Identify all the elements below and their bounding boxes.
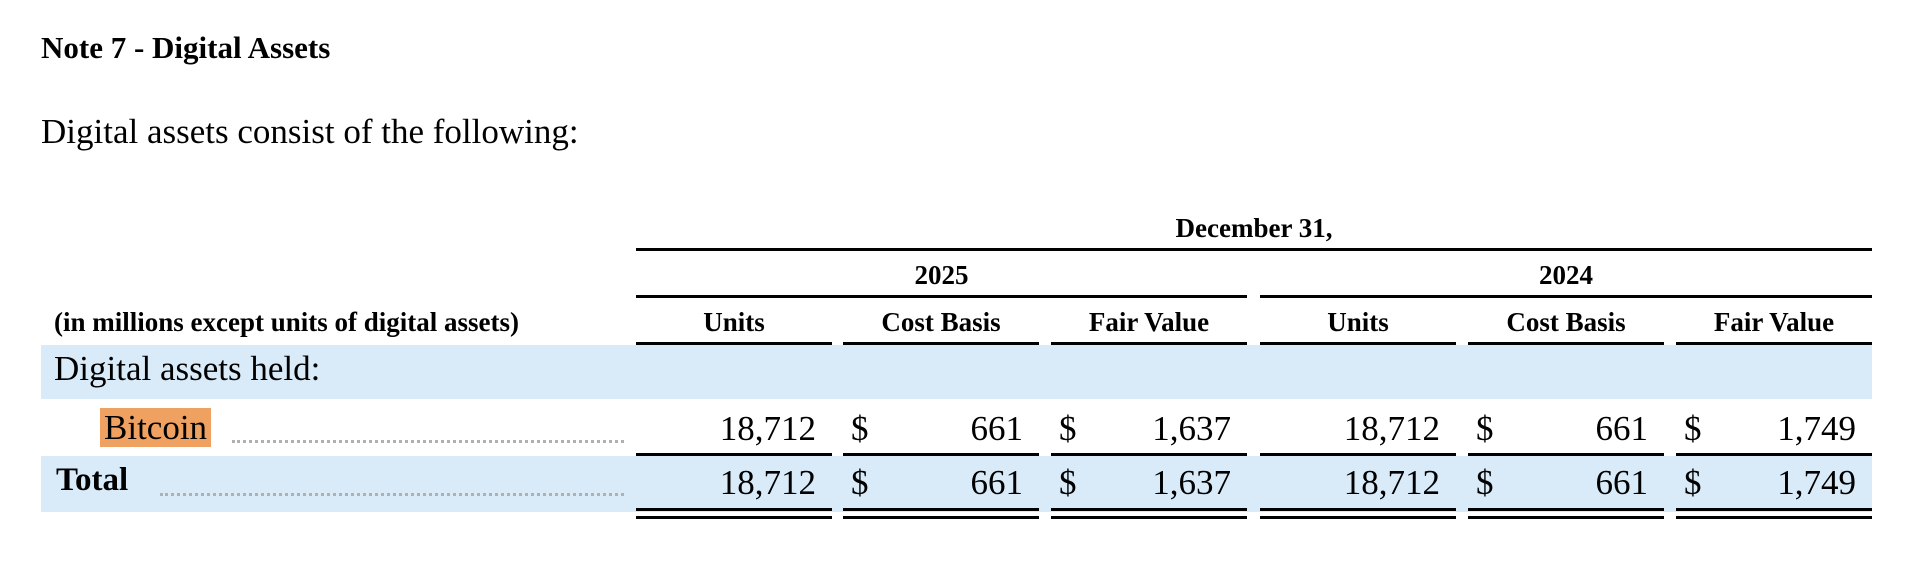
total-fair-dollar-2025: $ xyxy=(1059,463,1077,502)
row-label-total: Total xyxy=(56,462,129,498)
total-fair-2024: 1,749 xyxy=(1777,463,1856,502)
total-double-rule xyxy=(1051,508,1247,511)
bitcoin-cost-dollar-2024: $ xyxy=(1476,409,1494,448)
col-rule xyxy=(1260,342,1456,345)
bitcoin-cost-2025: 661 xyxy=(970,409,1024,448)
total-units-2024: 18,712 xyxy=(1343,463,1440,502)
unit-note: (in millions except units of digital ass… xyxy=(54,307,520,337)
total-double-rule xyxy=(843,508,1039,511)
col-fair-value-2024: Fair Value xyxy=(1713,307,1835,337)
total-fair-2025: 1,637 xyxy=(1152,463,1231,502)
subtotal-rule xyxy=(1260,453,1456,456)
total-double-rule xyxy=(1051,516,1247,519)
total-double-rule xyxy=(636,516,832,519)
col-rule xyxy=(636,342,832,345)
period-header: December 31, xyxy=(1175,213,1333,243)
note-title: Note 7 - Digital Assets xyxy=(41,30,331,65)
col-cost-basis-2025: Cost Basis xyxy=(881,307,1001,337)
total-band xyxy=(41,456,1872,512)
total-double-rule xyxy=(1676,508,1872,511)
bitcoin-cost-2024: 661 xyxy=(1595,409,1649,448)
bitcoin-fair-dollar-2024: $ xyxy=(1684,409,1702,448)
year-2025: 2025 xyxy=(914,260,969,290)
col-rule xyxy=(843,342,1039,345)
year-rule-2025 xyxy=(636,295,1247,298)
subtotal-rule xyxy=(843,453,1039,456)
leader-dots xyxy=(160,493,624,496)
bitcoin-units-2024: 18,712 xyxy=(1343,409,1440,448)
total-double-rule xyxy=(1468,516,1664,519)
section-label: Digital assets held: xyxy=(54,349,321,388)
total-double-rule xyxy=(843,516,1039,519)
bitcoin-fair-2025: 1,637 xyxy=(1152,409,1231,448)
year-rule-2024 xyxy=(1260,295,1872,298)
bitcoin-units-2025: 18,712 xyxy=(719,409,816,448)
col-fair-value-2025: Fair Value xyxy=(1088,307,1210,337)
total-cost-2025: 661 xyxy=(970,463,1024,502)
year-2024: 2024 xyxy=(1539,260,1593,290)
subtotal-rule xyxy=(636,453,832,456)
col-units-2024: Units xyxy=(1327,307,1389,337)
section-band xyxy=(41,345,1872,399)
note-intro: Digital assets consist of the following: xyxy=(41,112,579,151)
total-cost-dollar-2024: $ xyxy=(1476,463,1494,502)
bitcoin-fair-dollar-2025: $ xyxy=(1059,409,1077,448)
highlighted-text: Bitcoin xyxy=(100,408,212,447)
total-fair-dollar-2024: $ xyxy=(1684,463,1702,502)
total-cost-dollar-2025: $ xyxy=(851,463,869,502)
bitcoin-cost-dollar-2025: $ xyxy=(851,409,869,448)
total-double-rule xyxy=(636,508,832,511)
col-rule xyxy=(1676,342,1872,345)
total-double-rule xyxy=(1260,516,1456,519)
bitcoin-fair-2024: 1,749 xyxy=(1777,409,1856,448)
leader-dots xyxy=(232,440,624,443)
col-units-2025: Units xyxy=(703,307,765,337)
col-rule xyxy=(1468,342,1664,345)
subtotal-rule xyxy=(1468,453,1664,456)
total-double-rule xyxy=(1676,516,1872,519)
col-rule xyxy=(1051,342,1247,345)
total-double-rule xyxy=(1260,508,1456,511)
subtotal-rule xyxy=(1676,453,1872,456)
total-cost-2024: 661 xyxy=(1595,463,1649,502)
row-label-bitcoin: Bitcoin xyxy=(100,408,212,448)
subtotal-rule xyxy=(1051,453,1247,456)
total-double-rule xyxy=(1468,508,1664,511)
header-rule xyxy=(636,248,1872,251)
col-cost-basis-2024: Cost Basis xyxy=(1506,307,1626,337)
total-units-2025: 18,712 xyxy=(719,463,816,502)
